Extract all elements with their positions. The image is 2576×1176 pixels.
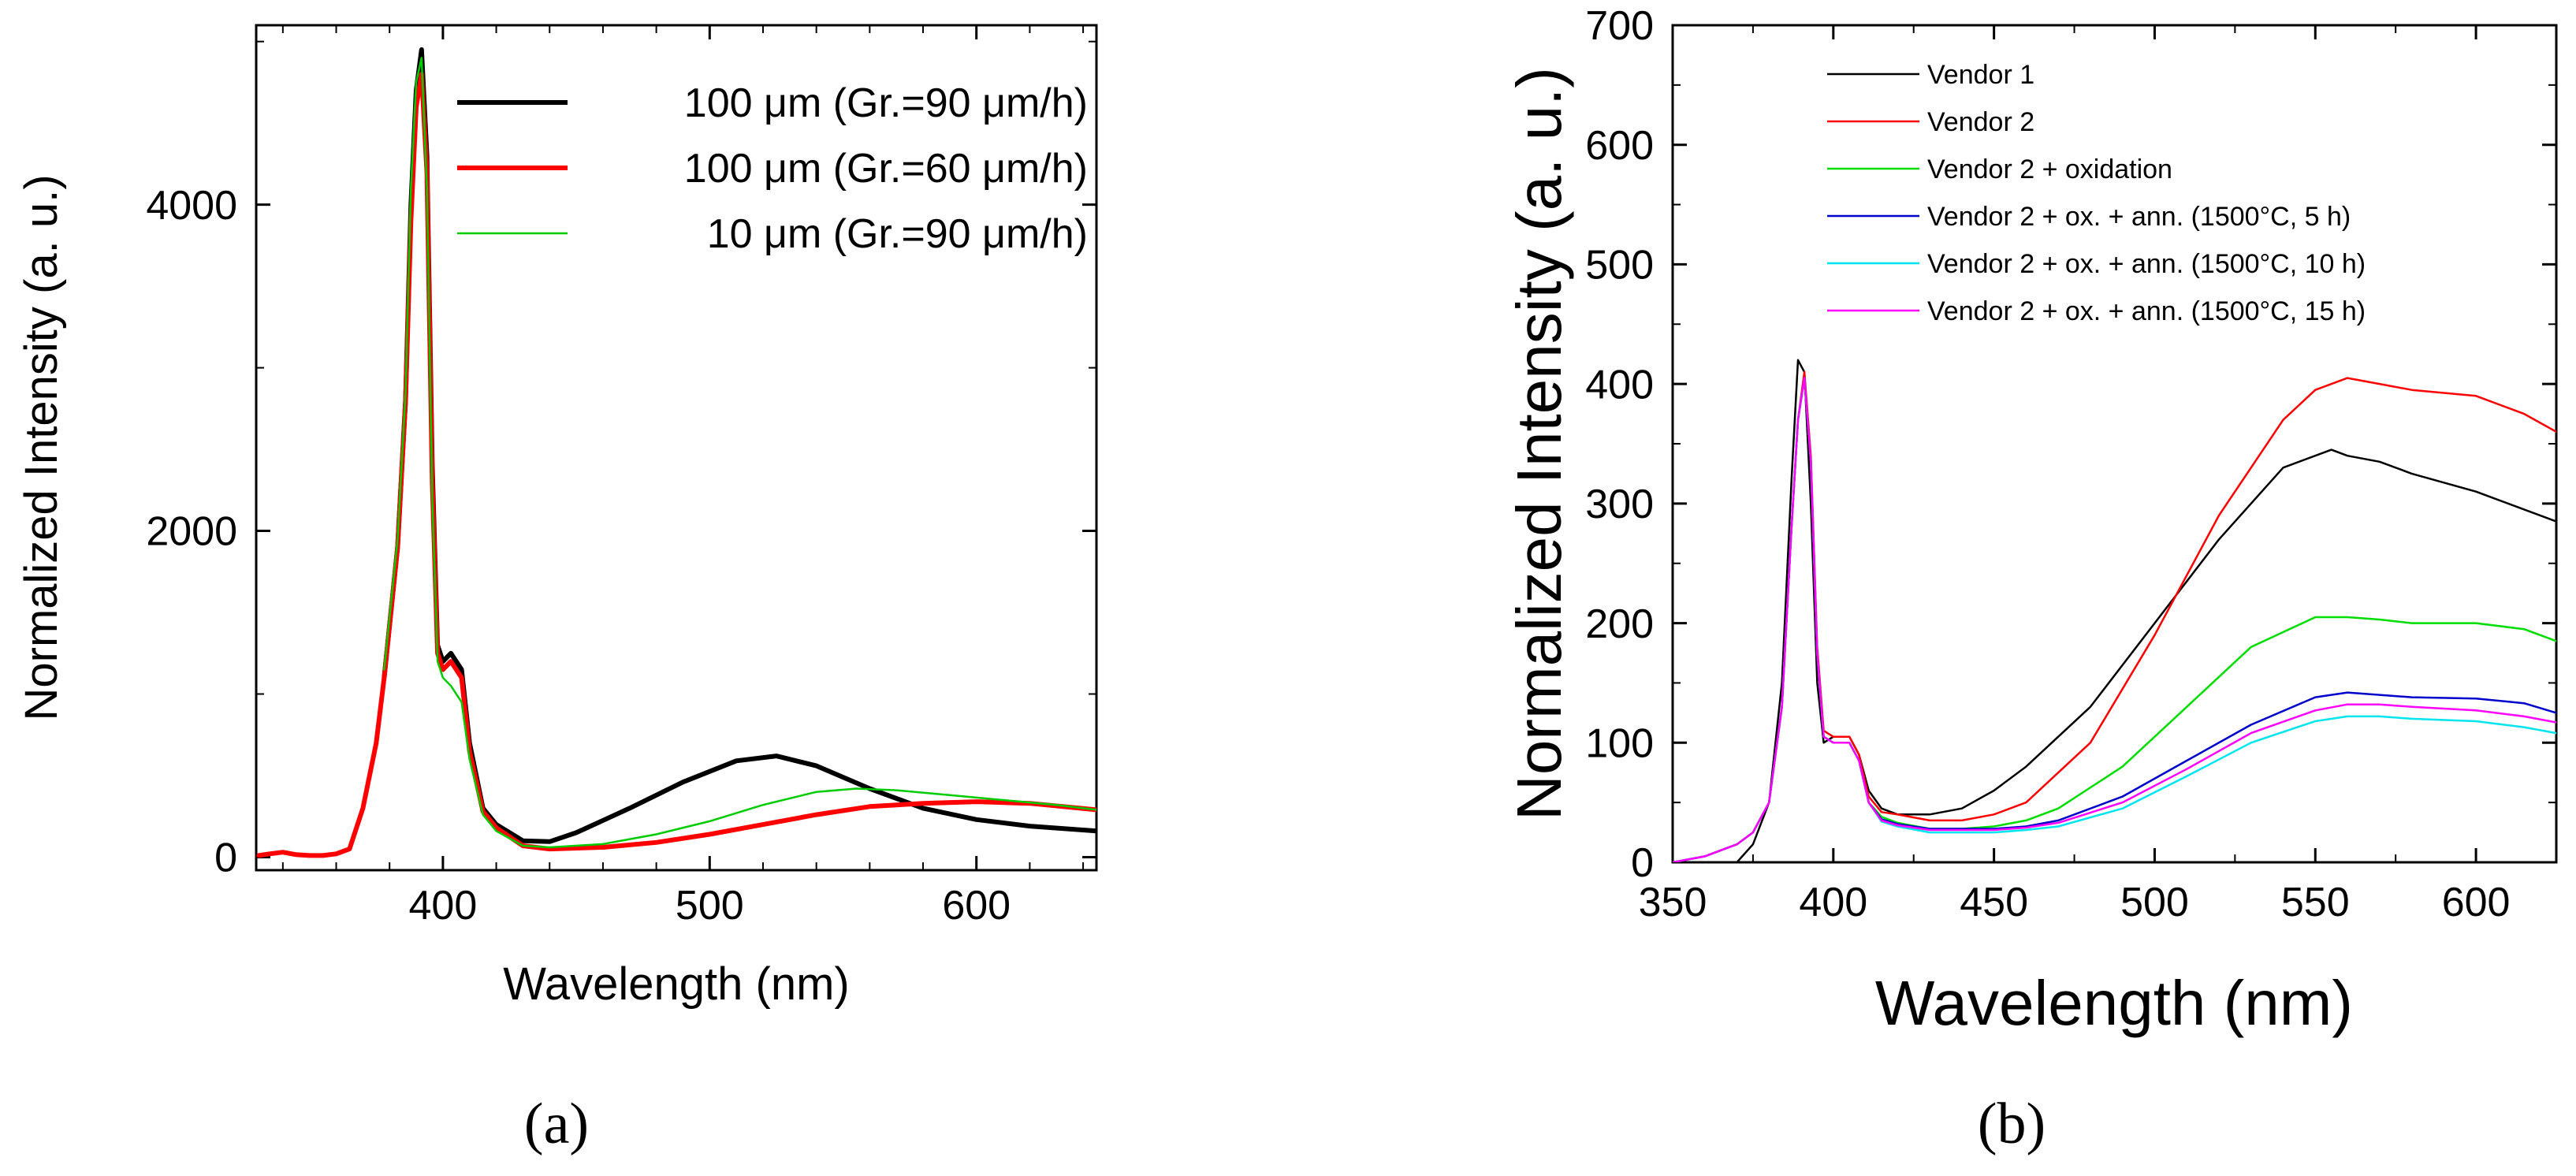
y-tick-label: 0 — [214, 835, 237, 881]
x-tick-label: 500 — [676, 883, 744, 929]
chart-panel-a: 400 500 600 0 2000 4000 100 μm (Gr.=90 μm/h)… — [16, 24, 1098, 1156]
y-tick-label: 500 — [1585, 243, 1654, 288]
legend-label: 10 μm (Gr.=90 μm/h) — [707, 211, 1088, 257]
y-tick-label: 100 — [1585, 720, 1654, 766]
minor-ticks-b — [1673, 25, 2557, 862]
legend-label: Vendor 2 + ox. + ann. (1500°C, 5 h) — [1927, 202, 2351, 232]
legend-a: 100 μm (Gr.=90 μm/h) 100 μm (Gr.=60 μm/h)… — [457, 80, 1088, 257]
series-line-b-5 — [1673, 377, 2556, 862]
minor-ticks-a — [256, 25, 1096, 870]
panel-label-a: (a) — [524, 1092, 589, 1156]
legend-label: Vendor 2 + oxidation — [1927, 154, 2172, 184]
x-axis-label-a: Wavelength (nm) — [503, 958, 849, 1010]
series-line-b-4 — [1673, 377, 2556, 862]
x-tick-labels-a: 400 500 600 — [409, 883, 1011, 929]
x-tick-label: 450 — [1960, 880, 2028, 925]
legend-label: Vendor 2 + ox. + ann. (1500°C, 15 h) — [1927, 296, 2366, 326]
y-tick-labels-b: 0 100 200 300 400 500 600 700 — [1585, 3, 1654, 886]
series-line-a-3 — [383, 57, 1096, 849]
plot-frame-b — [1671, 24, 2558, 864]
series-line-b-3 — [1673, 377, 2556, 862]
x-tick-label: 600 — [942, 883, 1011, 929]
series-line-b-6 — [1673, 377, 2556, 862]
x-tick-label: 600 — [2442, 880, 2511, 925]
legend-label: Vendor 2 + ox. + ann. (1500°C, 10 h) — [1927, 249, 2366, 279]
x-tick-label: 500 — [2120, 880, 2189, 925]
x-tick-label: 400 — [1799, 880, 1867, 925]
y-tick-labels-a: 0 2000 4000 — [146, 183, 237, 881]
chart-panel-b: 350 400 450 500 550 600 0 100 200 300 400 500 600 70… — [1504, 3, 2558, 1156]
x-tick-label: 400 — [409, 883, 478, 929]
panel-label-b: (b) — [1978, 1092, 2046, 1156]
x-tick-label: 350 — [1639, 880, 1707, 925]
legend-label: Vendor 2 — [1927, 107, 2034, 137]
series-lines-a — [256, 47, 1096, 858]
y-tick-label: 700 — [1585, 3, 1654, 49]
x-tick-labels-b: 350 400 450 500 550 600 — [1639, 880, 2511, 925]
plot-frame-a — [255, 24, 1098, 872]
major-ticks-b — [1671, 24, 2556, 864]
x-axis-label-b: Wavelength (nm) — [1875, 968, 2353, 1038]
legend-b: Vendor 1 Vendor 2 Vendor 2 + oxidation Vend… — [1827, 60, 2366, 326]
legend-label: Vendor 1 — [1927, 60, 2034, 90]
y-tick-label: 600 — [1585, 123, 1654, 169]
y-tick-label: 0 — [1631, 840, 1654, 886]
series-line-b-2 — [1673, 370, 2556, 862]
series-line-b-1 — [1736, 359, 2556, 862]
y-axis-label-a: Normalized Intensity (a. u.) — [16, 174, 67, 720]
y-tick-label: 4000 — [146, 183, 237, 229]
y-tick-label: 300 — [1585, 482, 1654, 527]
y-tick-label: 2000 — [146, 509, 237, 555]
y-tick-label: 200 — [1585, 601, 1654, 647]
y-axis-label-b: Normalized Intensity (a. u.) — [1504, 67, 1574, 821]
y-tick-label: 400 — [1585, 362, 1654, 408]
series-lines-b — [1673, 359, 2556, 862]
major-ticks-a — [256, 25, 1096, 870]
x-tick-label: 550 — [2281, 880, 2350, 925]
legend-label: 100 μm (Gr.=60 μm/h) — [684, 146, 1088, 192]
legend-label: 100 μm (Gr.=90 μm/h) — [684, 80, 1088, 126]
